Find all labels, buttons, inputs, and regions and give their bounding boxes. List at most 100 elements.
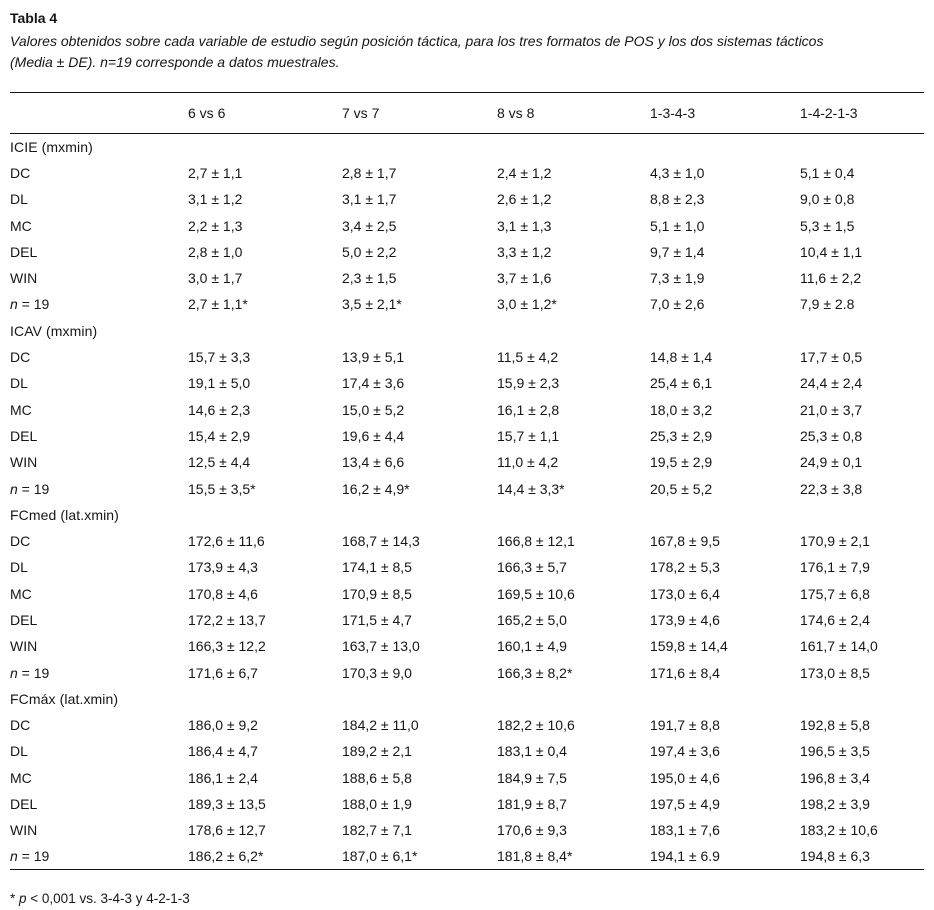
cell-value: 186,4 ± 4,7	[188, 743, 258, 760]
cell-value: 160,1 ± 4,9	[497, 638, 567, 655]
table-row: DL 186,4 ± 4,7 189,2 ± 2,1 183,1 ± 0,4 197,4…	[10, 738, 924, 764]
footnote: * p < 0,001 vs. 3-4-3 y 4-2-1-3	[10, 891, 924, 906]
cell-value: 17,4 ± 3,6	[342, 375, 405, 392]
cell-value: 14,6 ± 2,3	[188, 401, 251, 418]
cell-value: 169,5 ± 10,6	[497, 585, 575, 602]
cell-value: 174,1 ± 8,5	[342, 559, 412, 576]
table-row: WIN 3,0 ± 1,7 2,3 ± 1,5 3,7 ± 1,6 7,3 ± 1,9 1…	[10, 265, 924, 291]
row-label: MC	[10, 585, 32, 602]
table-row: DEL 189,3 ± 13,5 188,0 ± 1,9 181,9 ± 8,7 197…	[10, 791, 924, 817]
cell-value: 2,8 ± 1,7	[342, 164, 397, 181]
cell-value: 166,3 ± 5,7	[497, 559, 567, 576]
table-row: DL 3,1 ± 1,2 3,1 ± 1,7 2,6 ± 1,2 8,8 ± 2,3 9,…	[10, 186, 924, 212]
table-row: DL 173,9 ± 4,3 174,1 ± 8,5 166,3 ± 5,7 178,2…	[10, 554, 924, 580]
section-header-row: ICAV (mxmin)	[10, 318, 924, 344]
cell-value: 11,0 ± 4,2	[497, 454, 559, 471]
row-label: DEL	[10, 243, 38, 260]
table-row: DC 172,6 ± 11,6 168,7 ± 14,3 166,8 ± 12,1 16…	[10, 528, 924, 554]
row-label: DEL	[10, 427, 38, 444]
cell-value: 3,0 ± 1,7	[188, 270, 243, 287]
cell-value: 181,8 ± 8,4*	[497, 843, 650, 871]
cell-value: 15,7 ± 1,1	[497, 427, 560, 444]
cell-value: 187,0 ± 6,1*	[342, 843, 497, 871]
row-label: DEL	[10, 611, 38, 628]
cell-value: 166,8 ± 12,1	[497, 533, 575, 550]
cell-value: 197,4 ± 3,6	[650, 743, 720, 760]
column-header: 1-4-2-1-3	[800, 92, 924, 134]
footnote-p-variable: p	[19, 891, 27, 907]
cell-value: 19,5 ± 2,9	[650, 454, 713, 471]
row-label: DL	[10, 743, 28, 760]
cell-value: 3,3 ± 1,2	[497, 243, 552, 260]
cell-value: 166,3 ± 12,2	[188, 638, 266, 655]
row-label: DC	[10, 349, 31, 366]
cell-value: 20,5 ± 5,2	[650, 480, 713, 497]
table-row: MC 2,2 ± 1,3 3,4 ± 2,5 3,1 ± 1,3 5,1 ± 1,0 5,…	[10, 212, 924, 238]
cell-value: 173,9 ± 4,3	[188, 559, 258, 576]
cell-value: 2,2 ± 1,3	[188, 217, 243, 234]
cell-value: 189,3 ± 13,5	[188, 796, 266, 813]
column-header: 7 vs 7	[342, 92, 497, 134]
cell-value: 21,0 ± 3,7	[800, 401, 863, 418]
cell-value: 184,2 ± 11,0	[342, 717, 419, 734]
cell-value: 5,0 ± 2,2	[342, 243, 397, 260]
cell-value: 5,1 ± 1,0	[650, 217, 705, 234]
cell-value: 15,0 ± 5,2	[342, 401, 405, 418]
cell-value: 173,9 ± 4,6	[650, 611, 720, 628]
section-header: FCmed (lat.xmin)	[10, 506, 119, 523]
cell-value: 183,2 ± 10,6	[800, 822, 878, 839]
cell-value: 13,9 ± 5,1	[342, 349, 405, 366]
cell-value: 8,8 ± 2,3	[650, 191, 705, 208]
cell-value: 19,1 ± 5,0	[188, 375, 251, 392]
cell-value: 2,8 ± 1,0	[188, 243, 243, 260]
row-label: n = 19	[10, 664, 50, 681]
table-row: DC 2,7 ± 1,1 2,8 ± 1,7 2,4 ± 1,2 4,3 ± 1,0 5,…	[10, 160, 924, 186]
cell-value: 183,1 ± 0,4	[497, 743, 567, 760]
section-header: ICAV (mxmin)	[10, 322, 98, 339]
row-label: WIN	[10, 822, 38, 839]
row-label: n = 19	[10, 296, 50, 313]
cell-value: 3,1 ± 1,3	[497, 217, 552, 234]
table-row: WIN 12,5 ± 4,4 13,4 ± 6,6 11,0 ± 4,2 19,5 ± …	[10, 449, 924, 475]
cell-value: 181,9 ± 8,7	[497, 796, 567, 813]
cell-value: 178,6 ± 12,7	[188, 822, 266, 839]
cell-value: 12,5 ± 4,4	[188, 454, 251, 471]
cell-value: 3,1 ± 1,2	[188, 191, 243, 208]
table-row: WIN 166,3 ± 12,2 163,7 ± 13,0 160,1 ± 4,9 15…	[10, 633, 924, 659]
cell-value: 7,9 ± 2.8	[800, 296, 855, 313]
table-row: DEL 15,4 ± 2,9 19,6 ± 4,4 15,7 ± 1,1 25,3 ± …	[10, 423, 924, 449]
cell-value: 2,4 ± 1,2	[497, 164, 552, 181]
cell-value: 15,9 ± 2,3	[497, 375, 560, 392]
cell-value: 11,5 ± 4,2	[497, 349, 559, 366]
row-label: n = 19	[10, 480, 50, 497]
cell-value: 5,3 ± 1,5	[800, 217, 855, 234]
table-row: n = 19 171,6 ± 6,7 170,3 ± 9,0 166,3 ± 8,2*…	[10, 659, 924, 685]
cell-value: 163,7 ± 13,0	[342, 638, 420, 655]
cell-value: 3,1 ± 1,7	[342, 191, 397, 208]
cell-value: 170,3 ± 9,0	[342, 664, 412, 681]
cell-value: 171,5 ± 4,7	[342, 611, 412, 628]
row-label-column-header	[10, 92, 188, 134]
row-label: DL	[10, 559, 28, 576]
table-row: MC 170,8 ± 4,6 170,9 ± 8,5 169,5 ± 10,6 173,…	[10, 581, 924, 607]
row-label: DC	[10, 717, 31, 734]
cell-value: 3,7 ± 1,6	[497, 270, 552, 287]
cell-value: 196,5 ± 3,5	[800, 743, 870, 760]
table-caption: Valores obtenidos sobre cada variable de…	[10, 33, 824, 70]
cell-value: 194,8 ± 6,3	[800, 843, 924, 871]
row-label: DC	[10, 533, 31, 550]
cell-value: 15,7 ± 3,3	[188, 349, 251, 366]
cell-value: 4,3 ± 1,0	[650, 164, 705, 181]
footnote-text: < 0,001 vs. 3-4-3 y 4-2-1-3	[26, 891, 190, 907]
section-header: FCmáx (lat.xmin)	[10, 690, 119, 707]
row-label: DEL	[10, 796, 38, 813]
cell-value: 174,6 ± 2,4	[800, 611, 870, 628]
cell-value: 175,7 ± 6,8	[800, 585, 870, 602]
cell-value: 194,1 ± 6.9	[650, 843, 800, 871]
cell-value: 170,6 ± 9,3	[497, 822, 567, 839]
table-row: n = 19 186,2 ± 6,2* 187,0 ± 6,1* 181,8 ± 8,…	[10, 843, 924, 871]
cell-value: 14,4 ± 3,3*	[497, 480, 565, 497]
table-row: n = 19 2,7 ± 1,1* 3,5 ± 2,1* 3,0 ± 1,2* 7,0 …	[10, 291, 924, 317]
cell-value: 192,8 ± 5,8	[800, 717, 870, 734]
